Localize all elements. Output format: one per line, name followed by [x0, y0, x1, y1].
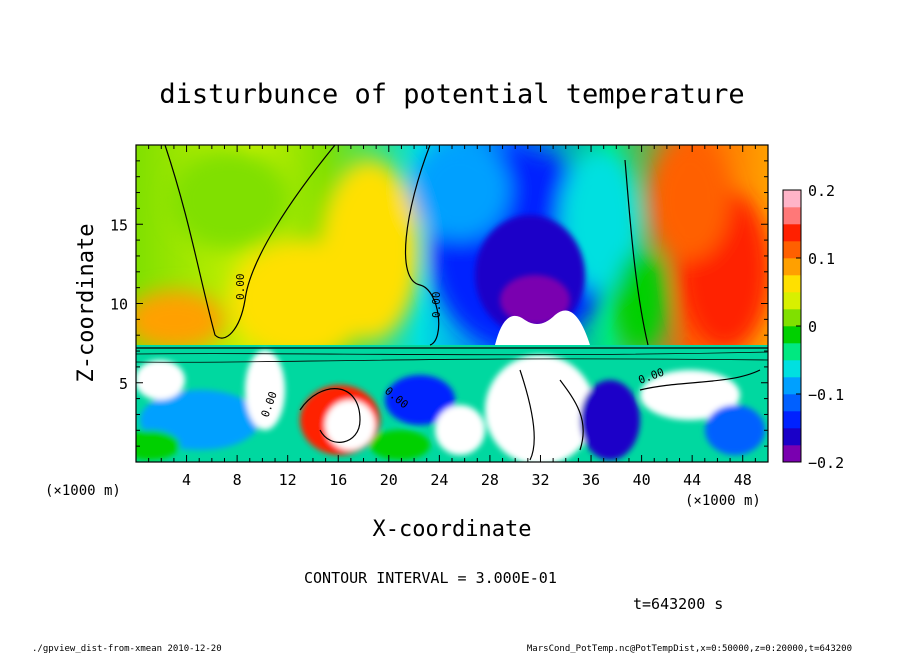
colorbar-tick-label: −0.1: [808, 386, 844, 404]
contour-label: 0.00: [430, 292, 443, 319]
chart-title: disturbunce of potential temperature: [159, 79, 744, 110]
colorbar-segment: [783, 445, 801, 463]
colorbar-tick-label: −0.2: [808, 454, 844, 472]
x-tick-label: 44: [683, 471, 701, 489]
x-tick-label: 20: [380, 471, 398, 489]
colorbar-tick-label: 0.2: [808, 182, 835, 200]
colorbar-segment: [783, 360, 801, 378]
time-label: t=643200 s: [633, 595, 723, 613]
x-tick-label: 4: [182, 471, 191, 489]
x-tick-label: 28: [481, 471, 499, 489]
colorbar-segment: [783, 258, 801, 276]
colorbar-segment: [783, 411, 801, 429]
y-axis: 5 10 15: [110, 144, 768, 463]
x-unit-left: (×1000 m): [45, 483, 121, 499]
colorbar-segment: [783, 377, 801, 395]
x-unit-right: (×1000 m): [685, 493, 761, 509]
y-tick-label: 15: [110, 216, 128, 234]
y-tick-label: 10: [110, 296, 128, 314]
x-tick-label: 24: [430, 471, 448, 489]
x-axis: 4 8 12 16 20 24 28 32 36 40 44 48: [135, 145, 769, 489]
x-tick-label: 8: [233, 471, 242, 489]
x-axis-label: X-coordinate: [373, 517, 532, 542]
colorbar-segment: [783, 275, 801, 293]
colorbar-tick-label: 0: [808, 318, 817, 336]
colorbar-segment: [783, 207, 801, 225]
contour-label: 0.00: [234, 274, 247, 301]
colorbar-segment: [783, 428, 801, 446]
x-tick-label: 16: [329, 471, 347, 489]
colorbar-tick-label: 0.1: [808, 250, 835, 268]
x-tick-label: 40: [633, 471, 651, 489]
y-tick-label: 5: [119, 375, 128, 393]
colorbar-segment: [783, 343, 801, 361]
heatmap-field: [136, 145, 768, 462]
colorbar-segment: [783, 326, 801, 344]
x-tick-label: 12: [279, 471, 297, 489]
x-tick-label: 36: [582, 471, 600, 489]
colorbar-segment: [783, 394, 801, 412]
colorbar-segment: [783, 190, 801, 208]
colorbar-segment: [783, 292, 801, 310]
x-tick-label: 32: [531, 471, 549, 489]
colorbar-segment: [783, 224, 801, 242]
footer-left: ./gpview_dist-from-xmean 2010-12-20: [32, 644, 222, 654]
colorbar-segment: [783, 241, 801, 259]
colorbar-segment: [783, 309, 801, 327]
colorbar: 0.2 0.1 0 −0.1 −0.2: [782, 182, 844, 472]
contour-interval: CONTOUR INTERVAL = 3.000E-01: [304, 569, 557, 587]
y-axis-label: Z-coordinate: [74, 224, 99, 383]
footer-right: MarsCond_PotTemp.nc@PotTempDist,x=0:5000…: [527, 644, 852, 654]
x-tick-label: 48: [734, 471, 752, 489]
